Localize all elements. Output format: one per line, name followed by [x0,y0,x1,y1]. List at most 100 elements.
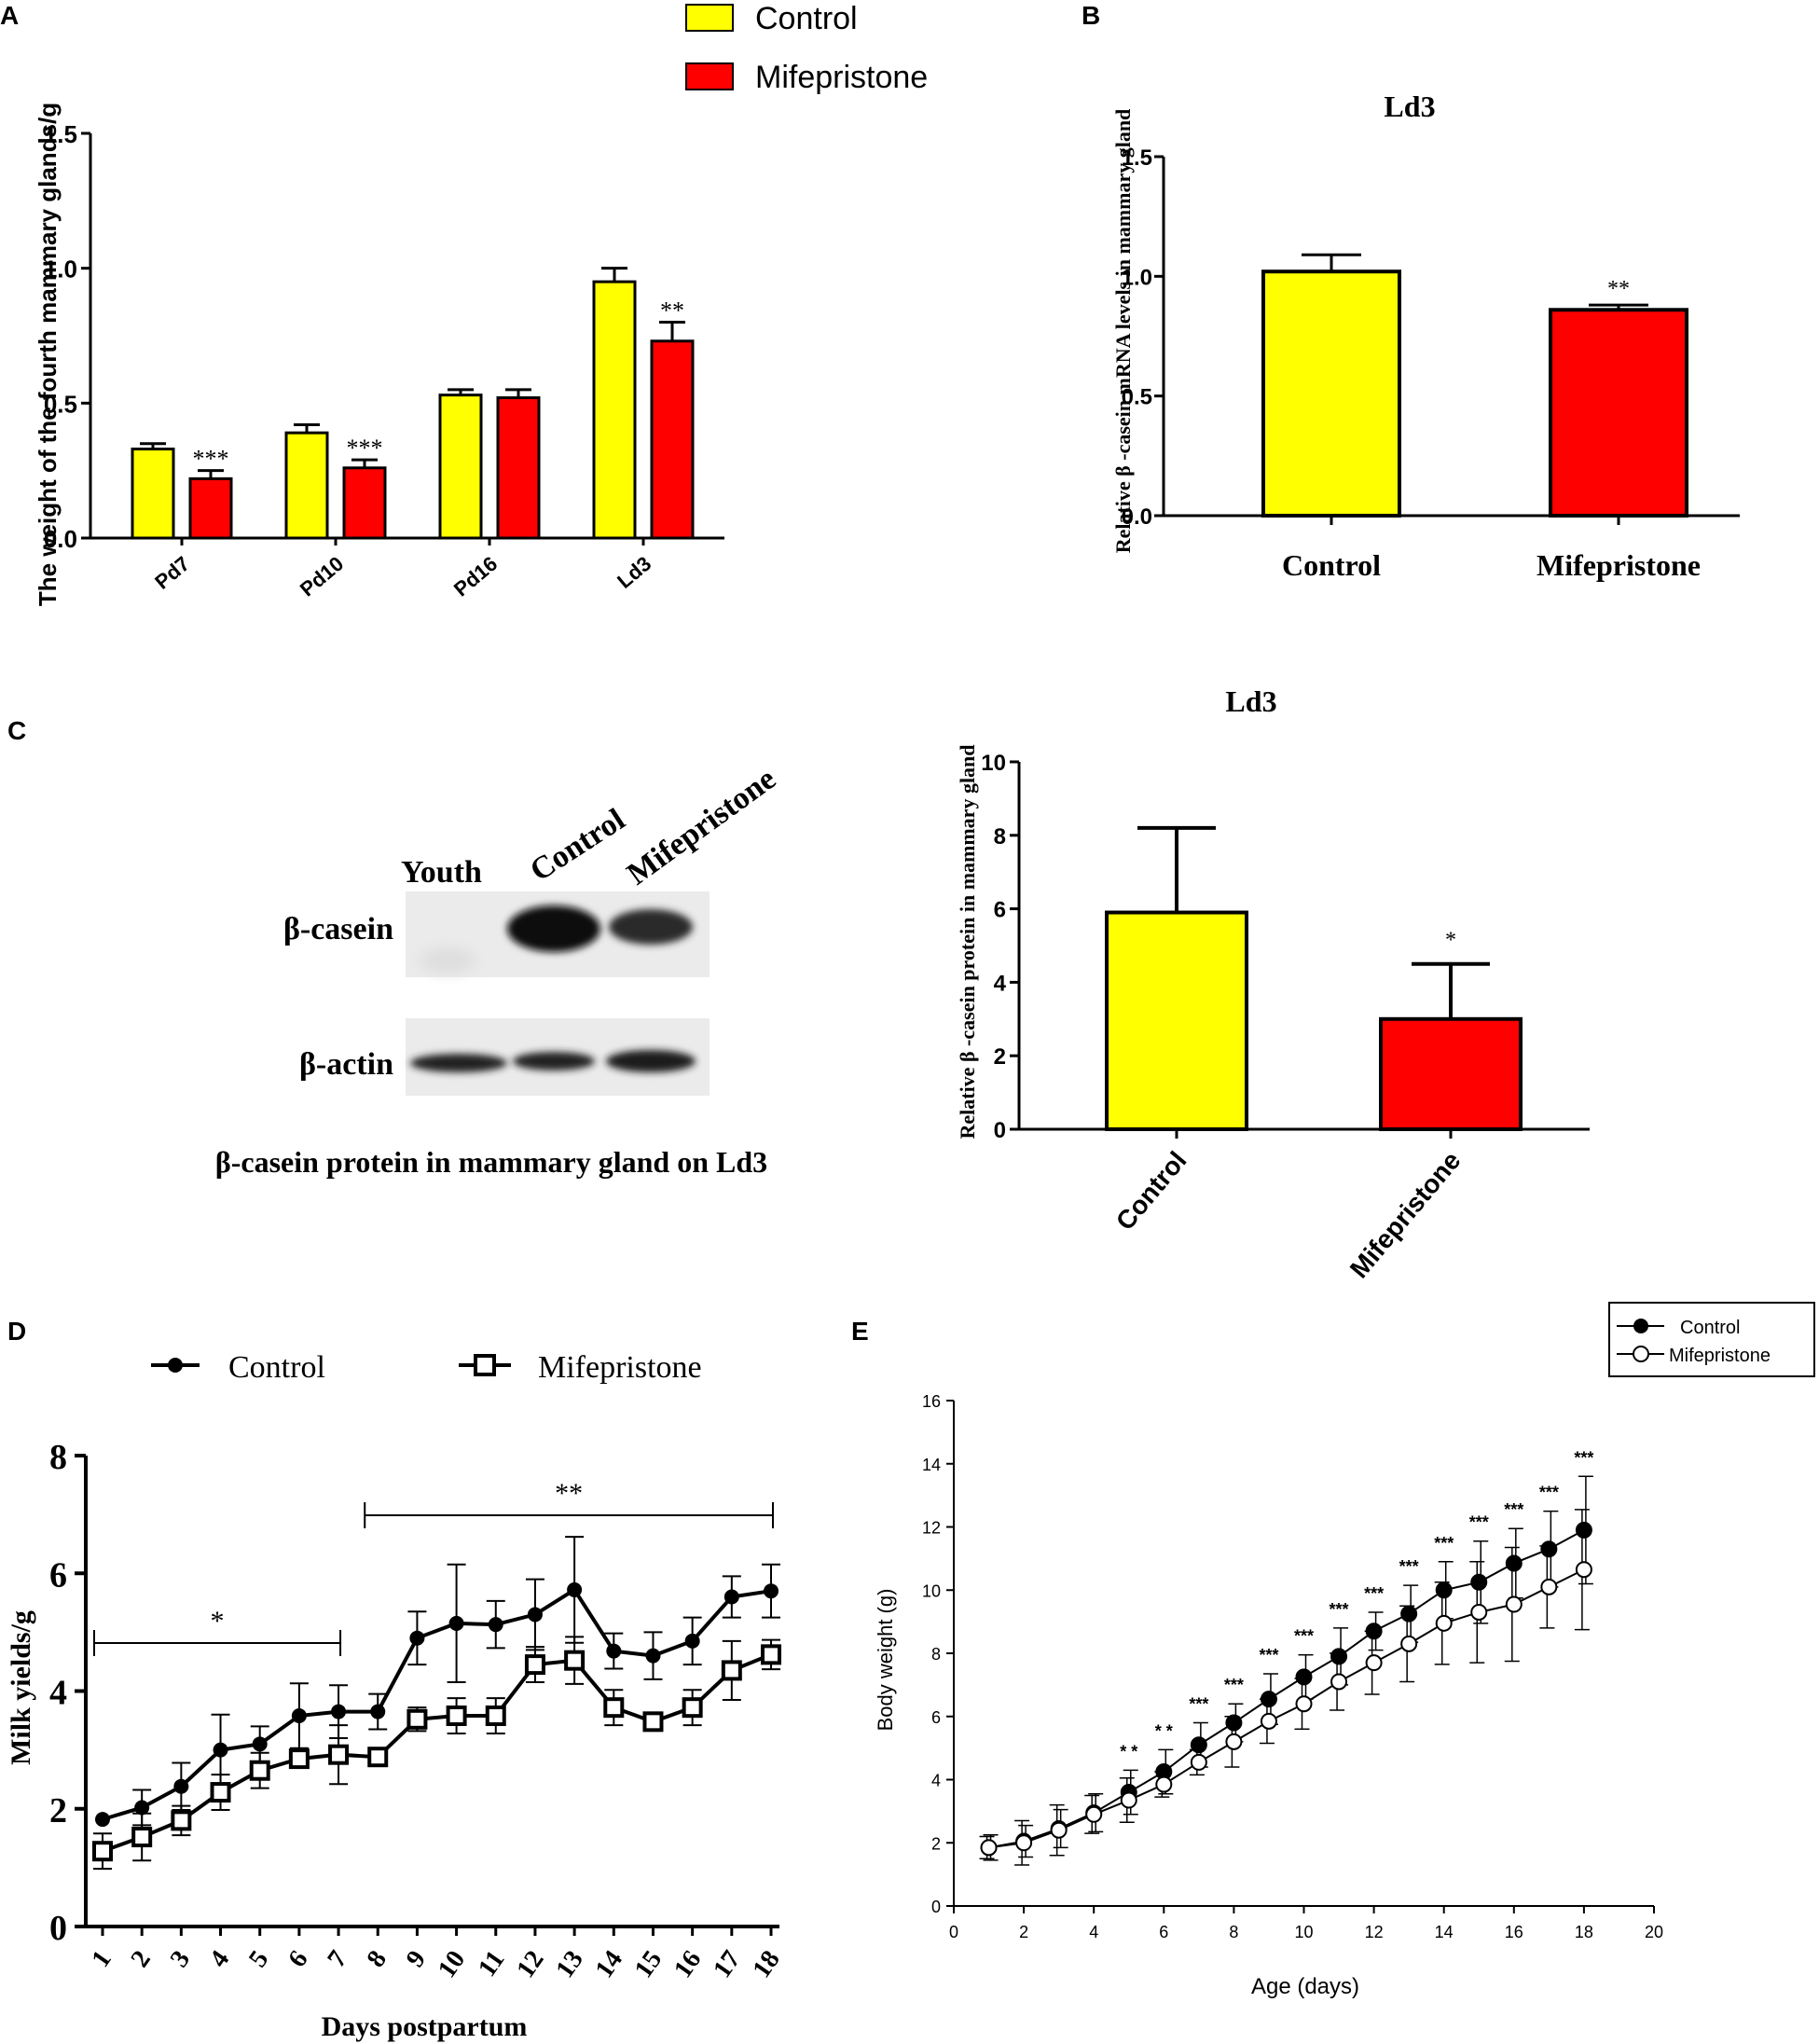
point-control [1295,1668,1313,1686]
bar-mifepristone [342,466,387,540]
point-mifepristone [485,1706,506,1727]
chart-d-xtick-label: 3 [165,1945,196,1972]
chart-a-xtick-label: Pd7 [150,552,194,594]
chart-d-ytick-label: 4 [49,1674,67,1713]
chart-d-xlabel: Days postpartum [322,2011,528,2042]
point-control [331,1704,347,1719]
blot-row-actin: β-actin [299,1047,393,1082]
chart-e-ytick-label: 2 [931,1834,941,1853]
chart-d-ytick-label: 0 [49,1909,67,1948]
point-control [448,1615,464,1631]
point-control [370,1704,386,1719]
bar-mifepristone [188,476,233,540]
chart-d-xtick-label: 17 [708,1945,746,1983]
chart-e-significance: *** [1259,1646,1278,1664]
point-control [1505,1554,1523,1572]
point-mifepristone [1540,1578,1558,1595]
legend-marker-control [1633,1319,1648,1333]
point-mifepristone [1155,1775,1173,1793]
bar-mifepristone [650,339,695,540]
chart-a-xtick-label: Pd10 [296,552,348,601]
point-control [527,1607,543,1623]
point-mifepristone [1330,1673,1348,1691]
chart-b-ytick-label: 1.5 [1122,145,1152,171]
point-mifepristone [288,1748,310,1770]
bar-control [131,448,175,540]
chart-e: Control Mifepristone Body weight (g) Age… [874,1302,1815,1999]
point-control [1575,1521,1592,1539]
chart-e-xtick-label: 8 [1229,1923,1238,1941]
chart-e-significance: *** [1469,1513,1489,1532]
band-actin-youth [410,1054,507,1072]
legend-swatch-mifepristone [685,62,734,90]
chart-e-ytick-label: 10 [922,1581,941,1600]
bar-control [438,394,483,540]
point-mifepristone [171,1810,192,1831]
chart-b-xtick-label: Control [1282,548,1381,582]
chart-e-xtick-label: 2 [1019,1923,1028,1941]
chart-b-ytick-label: 0.0 [1122,504,1152,530]
chart-e-xtick-label: 6 [1159,1923,1168,1941]
point-control [213,1742,228,1758]
chart-e-xtick-label: 10 [1294,1923,1313,1941]
panel-label-d: D [7,1317,26,1346]
point-control [723,1589,739,1605]
chart-e-ytick-label: 0 [931,1898,941,1916]
chart-a-ylabel: The weight of the fourth mammary glands/… [34,103,62,606]
chart-a-xtick-label: Ld3 [613,552,655,593]
point-control [1470,1573,1488,1591]
chart-c-title: Ld3 [1225,684,1276,718]
chart-d-xtick-label: 1 [86,1945,117,1972]
point-mifepristone [642,1711,664,1733]
chart-d-xtick-label: 9 [401,1945,432,1972]
chart-c-ytick-label: 8 [994,824,1006,849]
point-mifepristone [524,1654,545,1676]
panel-label-e: E [851,1317,869,1346]
point-control [645,1648,661,1664]
point-mifepristone [564,1650,586,1671]
panel-label-c: C [7,716,26,745]
point-mifepristone [1190,1753,1207,1771]
point-mifepristone [1505,1595,1523,1613]
chart-a-significance: *** [347,435,383,462]
point-control [1190,1736,1207,1754]
chart-e-significance: *** [1504,1500,1523,1519]
bar-mifepristone [496,396,541,540]
blot-row-casein: β-casein [283,912,393,946]
chart-d-bracket-label: ** [555,1478,583,1509]
point-mifepristone [1470,1603,1488,1621]
band-casein-control [507,905,600,952]
chart-d-ytick-label: 6 [49,1555,67,1595]
point-mifepristone [249,1760,270,1781]
chart-e-ytick-label: 12 [922,1519,941,1538]
point-control [488,1617,503,1633]
point-mifepristone [1260,1712,1277,1730]
point-control [409,1630,425,1646]
point-mifepristone [92,1841,113,1862]
chart-e-xlabel: Age (days) [1251,1974,1359,1999]
chart-b-ylabel: Relative β -casein mRNA levels in mammar… [1111,109,1135,554]
chart-d: Control Mifepristone Milk yields/g Days … [6,1350,786,2042]
chart-e-significance: * * [1155,1721,1173,1740]
chart-e-xtick-label: 4 [1089,1923,1098,1941]
point-mifepristone [1015,1834,1033,1852]
chart-d-xtick-label: 8 [362,1945,393,1972]
band-casein-youth [420,947,475,974]
chart-c-ytick-label: 2 [994,1044,1006,1070]
point-control [1225,1714,1243,1732]
chart-b-title: Ld3 [1384,90,1435,123]
chart-e-xtick-label: 20 [1645,1923,1663,1941]
chart-e-significance: * * [1120,1742,1137,1761]
bar-mifepristone [1549,308,1688,518]
point-mifepristone [682,1697,703,1719]
line-mifepristone [988,1568,1585,1849]
chart-e-ytick-label: 16 [922,1392,941,1411]
point-control [1330,1648,1348,1665]
point-mifepristone [1365,1654,1383,1672]
legend-label-mifepristone: Mifepristone [755,60,928,95]
chart-b-xtick-label: Mifepristone [1537,548,1701,582]
chart-d-xtick-label: 6 [282,1945,313,1972]
point-control [684,1633,700,1649]
bar-mifepristone [1379,1016,1523,1132]
point-control [606,1643,622,1659]
